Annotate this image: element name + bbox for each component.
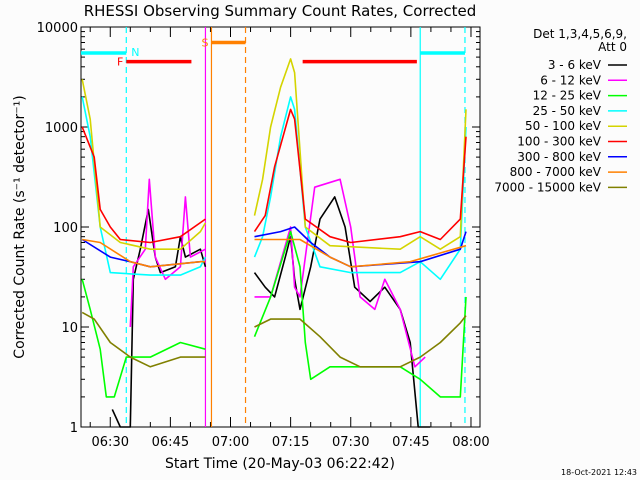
series-line-800-7000keV bbox=[82, 238, 206, 268]
legend-header-att: Att 0 bbox=[598, 40, 627, 54]
y-tick-label: 100 bbox=[53, 221, 78, 236]
series-line-6-12keV bbox=[129, 178, 206, 328]
y-axis-label: Corrected Count Rate (s⁻¹ detector⁻¹) bbox=[12, 95, 28, 358]
series-line-100-300keV bbox=[253, 108, 467, 244]
legend-label: 800 - 7000 keV bbox=[510, 165, 602, 179]
legend-label: 6 - 12 keV bbox=[540, 73, 602, 87]
x-tick-label: 06:30 bbox=[92, 435, 129, 450]
legend-label: 300 - 800 keV bbox=[517, 150, 601, 164]
x-tick-label: 06:45 bbox=[152, 435, 189, 450]
footer-timestamp: 18-Oct-2021 12:43 bbox=[561, 468, 637, 477]
chart-title: RHESSI Observing Summary Count Rates, Co… bbox=[84, 2, 477, 20]
x-tick-label: 08:00 bbox=[452, 435, 489, 450]
x-tick-label: 07:15 bbox=[272, 435, 309, 450]
series-line-7000-15000keV bbox=[81, 311, 206, 368]
series-line-100-300keV bbox=[81, 126, 206, 244]
series-line-800-7000keV bbox=[254, 238, 467, 268]
series-line-50-100keV bbox=[81, 79, 207, 250]
legend-label: 25 - 50 keV bbox=[533, 104, 602, 118]
y-tick-label: 1 bbox=[70, 421, 78, 436]
series-line-12-25keV bbox=[81, 279, 206, 398]
x-tick-label: 07:00 bbox=[212, 435, 249, 450]
series-line-50-100keV bbox=[253, 58, 467, 250]
legend-label: 12 - 25 keV bbox=[533, 89, 602, 103]
y-tick-label: 10000 bbox=[37, 21, 78, 36]
legend-label: 100 - 300 keV bbox=[517, 135, 601, 149]
series-line-12-25keV bbox=[253, 230, 467, 398]
legend-label: 3 - 6 keV bbox=[548, 58, 602, 72]
x-tick-label: 07:45 bbox=[392, 435, 429, 450]
flag-label: F bbox=[117, 56, 123, 69]
x-tick-label: 07:30 bbox=[332, 435, 369, 450]
y-tick-label: 1000 bbox=[45, 121, 78, 136]
x-axis-label: Start Time (20-May-03 06:22:42) bbox=[165, 456, 395, 472]
legend-label: 50 - 100 keV bbox=[525, 119, 602, 133]
y-tick-label: 10 bbox=[61, 321, 78, 336]
flag-label: S bbox=[201, 36, 208, 49]
plot-area: 1 10 100 1000 10000 06:30 06:45 07:00 07:15 07:30… bbox=[37, 21, 490, 450]
legend-header-det: Det 1,3,4,5,6,9, bbox=[533, 27, 627, 41]
series-line-7000-15000keV bbox=[254, 315, 467, 368]
flag-label: N bbox=[131, 46, 139, 59]
legend-label: 7000 - 15000 keV bbox=[494, 180, 601, 194]
